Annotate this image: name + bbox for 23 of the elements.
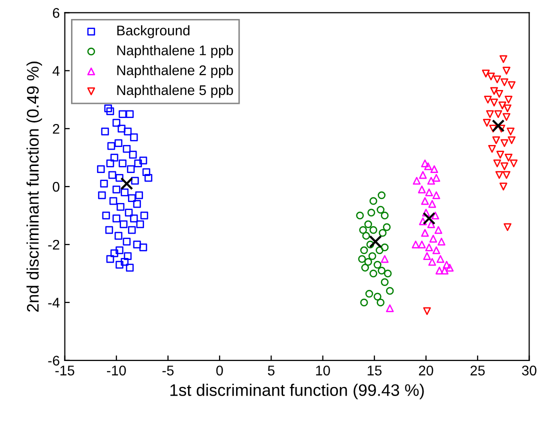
y-tick-label: 4 xyxy=(52,66,60,76)
legend-label: Naphthalene 1 ppb xyxy=(117,45,233,58)
y-axis-title: 2nd discriminant function (0.49 %) xyxy=(26,62,42,312)
y-tick-label: 0 xyxy=(52,182,60,192)
x-tick-label: -5 xyxy=(162,366,174,376)
y-tick-label: 2 xyxy=(52,124,60,134)
x-tick-label: 30 xyxy=(522,366,536,376)
legend-label: Naphthalene 5 ppb xyxy=(117,84,233,98)
x-tick-label: -15 xyxy=(55,366,74,376)
y-tick-label: 6 xyxy=(52,8,60,18)
y-tick-label: -2 xyxy=(48,240,60,250)
x-tick-label: -10 xyxy=(106,366,126,376)
legend-label: Naphthalene 2 ppb xyxy=(117,65,233,78)
x-tick-label: 25 xyxy=(470,366,485,376)
x-tick-label: 0 xyxy=(216,366,223,376)
x-tick-label: 15 xyxy=(368,366,382,376)
legend-label: Background xyxy=(117,25,190,38)
x-tick-label: 10 xyxy=(316,366,330,376)
x-tick-label: 20 xyxy=(418,366,434,376)
y-tick-label: -6 xyxy=(48,356,60,366)
x-axis-title: 1st discriminant function (99.43 %) xyxy=(170,384,424,400)
x-tick-label: 5 xyxy=(268,366,274,376)
y-tick-label: -4 xyxy=(48,298,60,308)
